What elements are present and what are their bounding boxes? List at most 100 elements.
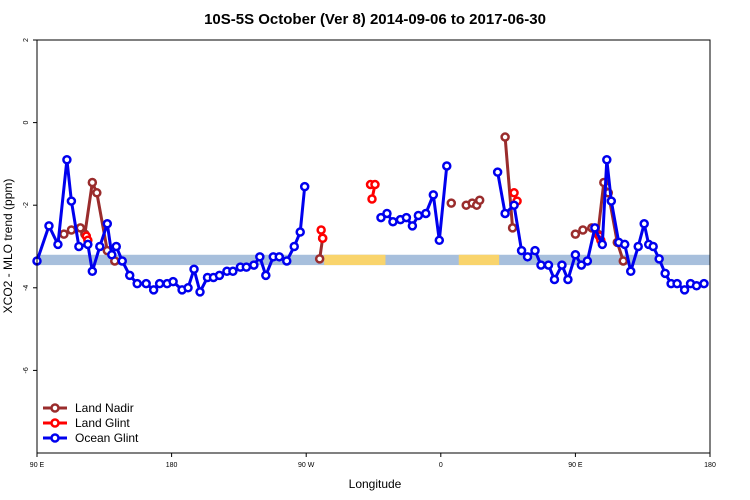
ocean-glint-point-2-2 xyxy=(509,200,519,210)
y-tick-label-1: 0 xyxy=(23,121,30,125)
ocean-glint-point-2-16 xyxy=(602,155,612,165)
land-nadir-point-6-7 xyxy=(618,256,629,266)
ocean-glint-point-0-22 xyxy=(189,264,199,274)
y-axis-label: XCO2 - MLO trend (ppm) xyxy=(1,179,15,314)
ocean-glint-point-2-11 xyxy=(570,250,581,260)
ocean-glint-point-1-1 xyxy=(382,208,392,219)
ocean-glint-point-0-10 xyxy=(107,250,117,260)
ocean-glint-point-2-8 xyxy=(549,274,560,285)
series-land-glint xyxy=(81,179,606,246)
legend-marker-land-glint xyxy=(50,418,60,428)
ocean-glint-point-2-15 xyxy=(597,239,608,250)
band-highlight-1 xyxy=(458,254,500,266)
ocean-glint-point-1-4 xyxy=(401,212,412,223)
ocean-glint-point-0-31 xyxy=(249,260,259,270)
ocean-glint-point-2-22 xyxy=(639,219,649,229)
series-land-nadir xyxy=(59,132,629,266)
x-tick-label-1: 180 xyxy=(166,462,178,469)
ocean-glint-point-0-33 xyxy=(261,270,271,281)
ocean-glint-point-2-19 xyxy=(620,239,630,250)
land-nadir-point-3-2 xyxy=(474,195,485,205)
ocean-glint-point-0-14 xyxy=(132,278,142,289)
ocean-glint-point-0-32 xyxy=(255,252,265,262)
ocean-glint-point-2-0 xyxy=(492,167,503,177)
ocean-glint-point-2-26 xyxy=(660,268,670,279)
ocean-glint-point-2-7 xyxy=(543,260,554,270)
x-axis-label: Longitude xyxy=(349,477,402,491)
land-glint-point-1-0 xyxy=(316,225,326,235)
ocean-glint-point-1-0 xyxy=(376,212,386,223)
ocean-glint-point-2-25 xyxy=(654,254,664,264)
ocean-glint-point-0-9 xyxy=(102,219,113,229)
ocean-glint-point-1-9 xyxy=(434,235,445,246)
land-nadir-point-4-0 xyxy=(446,198,457,208)
ocean-glint-point-0-6 xyxy=(83,239,93,250)
ocean-glint-point-2-1 xyxy=(500,208,510,219)
ocean-glint-point-0-12 xyxy=(117,256,127,266)
ocean-glint-point-0-17 xyxy=(154,278,165,289)
ocean-glint-point-2-32 xyxy=(699,278,709,289)
land-nadir-point-5-1 xyxy=(507,223,518,233)
plot-frame xyxy=(36,39,711,454)
ocean-glint-point-0-19 xyxy=(168,276,178,287)
ocean-glint-point-1-2 xyxy=(388,216,398,227)
x-axis: 90 E 180 90 W 0 90 E 180 xyxy=(30,453,716,469)
ocean-glint-point-2-28 xyxy=(672,278,682,289)
ocean-glint-point-0-16 xyxy=(148,285,159,295)
legend-label-ocean-glint: Ocean Glint xyxy=(75,431,139,445)
y-tick-label-3: -4 xyxy=(23,285,30,291)
legend-label-land-glint: Land Glint xyxy=(75,416,130,430)
land-nadir-point-1-0 xyxy=(314,254,325,264)
ocean-glint-point-0-35 xyxy=(274,252,285,262)
land-nadir-point-0-4 xyxy=(87,177,98,188)
ocean-glint-point-0-5 xyxy=(74,241,84,252)
x-tick-label-0: 90 E xyxy=(30,462,45,469)
ocean-glint-point-2-12 xyxy=(576,260,587,270)
ocean-glint-point-0-36 xyxy=(282,256,292,266)
ocean-glint-point-0-23 xyxy=(195,287,205,297)
ocean-glint-point-1-8 xyxy=(428,190,439,200)
ocean-glint-point-1-10 xyxy=(442,161,452,171)
series-layer xyxy=(32,132,709,297)
ocean-glint-point-0-1 xyxy=(44,221,54,231)
ocean-glint-point-0-21 xyxy=(183,283,193,293)
ocean-glint-point-1-5 xyxy=(407,221,418,231)
ocean-glint-point-2-5 xyxy=(530,245,540,256)
ocean-glint-point-2-10 xyxy=(563,274,573,285)
ocean-glint-point-0-26 xyxy=(214,270,225,281)
ocean-glint-point-0-30 xyxy=(241,262,252,272)
x-tick-label-5: 180 xyxy=(704,462,716,469)
legend-marker-land-nadir xyxy=(50,403,60,413)
ocean-glint-point-0-15 xyxy=(141,278,151,289)
ocean-glint-point-0-8 xyxy=(95,241,105,252)
ocean-glint-point-0-4 xyxy=(66,196,77,206)
ocean-glint-point-2-24 xyxy=(648,241,658,252)
ocean-glint-line-0 xyxy=(35,158,307,294)
ocean-glint-point-1-6 xyxy=(413,210,424,221)
legend-marker-ocean-glint xyxy=(50,433,60,443)
ocean-glint-point-0-3 xyxy=(62,155,72,165)
ocean-glint-point-0-28 xyxy=(228,266,238,277)
x-tick-label-3: 0 xyxy=(439,462,443,469)
land-nadir-point-6-1 xyxy=(578,225,588,235)
land-glint-point-2-2 xyxy=(367,194,377,204)
ocean-glint-point-2-3 xyxy=(516,245,527,256)
ocean-glint-point-2-20 xyxy=(625,266,636,277)
ocean-glint-point-2-31 xyxy=(691,280,702,291)
land-nadir-point-5-0 xyxy=(500,132,510,142)
land-nadir-point-0-5 xyxy=(92,188,102,198)
land-glint-point-1-1 xyxy=(317,233,328,243)
land-nadir-point-0-1 xyxy=(66,225,77,235)
chart-title: 10S-5S October (Ver 8) 2014-09-06 to 201… xyxy=(204,11,546,28)
ocean-glint-point-0-38 xyxy=(295,227,305,237)
y-tick-label-4: -6 xyxy=(23,367,30,373)
series-ocean-glint xyxy=(32,155,709,297)
land-glint-point-3-0 xyxy=(509,188,519,198)
ocean-glint-point-2-13 xyxy=(582,256,593,266)
ocean-glint-point-2-6 xyxy=(536,260,546,270)
land-nadir-line-5 xyxy=(503,136,515,229)
land-nadir-point-6-0 xyxy=(570,229,581,239)
ocean-glint-point-2-4 xyxy=(522,252,533,262)
